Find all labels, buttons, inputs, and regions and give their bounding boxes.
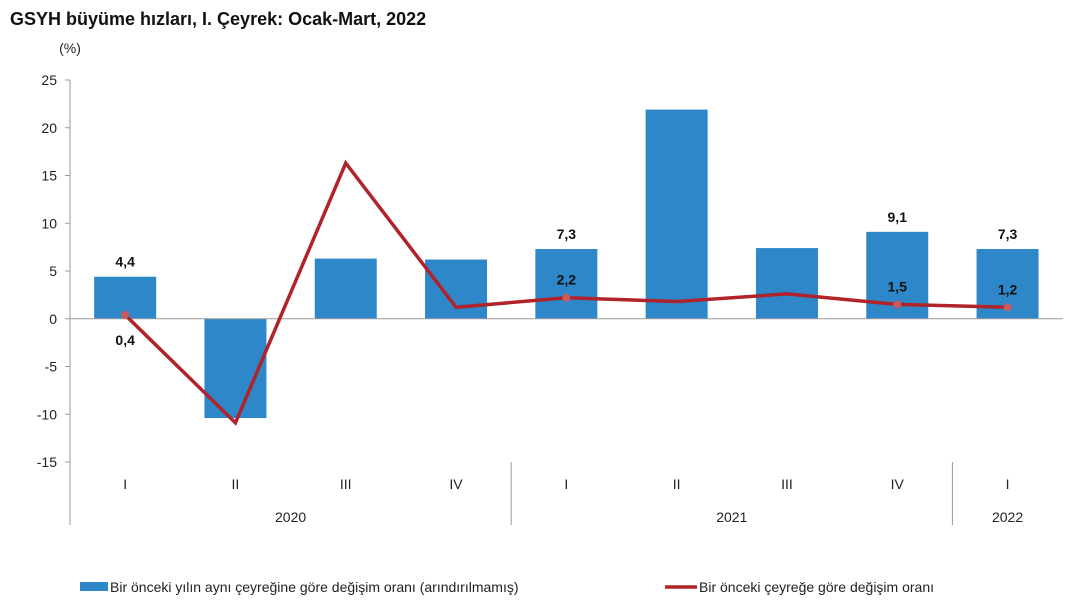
- x-category-label: II: [232, 476, 240, 492]
- bar: [425, 259, 488, 319]
- x-category-label: III: [781, 476, 793, 492]
- y-tick-label: 5: [49, 263, 57, 279]
- x-category-label: III: [340, 476, 352, 492]
- bar: [645, 109, 708, 319]
- y-tick-label: 15: [41, 168, 57, 184]
- y-tick-label: -5: [45, 359, 58, 375]
- line-data-label: 1,2: [998, 281, 1018, 297]
- line-data-label: 2,2: [557, 272, 577, 288]
- line-data-label: 0,4: [115, 332, 135, 348]
- y-tick-label: 0: [49, 311, 57, 327]
- y-tick-label: 25: [41, 72, 57, 88]
- bar-data-label: 7,3: [557, 226, 577, 242]
- bar: [755, 248, 818, 319]
- y-axis-unit: (%): [59, 40, 81, 56]
- legend-line-label: Bir önceki çeyreğe göre değişim oranı: [699, 579, 934, 595]
- chart-title: GSYH büyüme hızları, I. Çeyrek: Ocak-Mar…: [10, 9, 427, 29]
- bar-data-label: 4,4: [115, 254, 135, 270]
- legend-bar-swatch: [80, 582, 108, 591]
- bar: [314, 258, 377, 319]
- y-tick-label: 10: [41, 215, 57, 231]
- x-category-label: II: [673, 476, 681, 492]
- bar-data-label: 9,1: [888, 209, 908, 225]
- line-marker: [1003, 303, 1012, 312]
- bar-data-label: 7,3: [998, 226, 1018, 242]
- line-data-label: 1,5: [888, 278, 908, 294]
- x-category-label: I: [1006, 476, 1010, 492]
- y-tick-label: 20: [41, 120, 57, 136]
- y-tick-label: -10: [37, 406, 57, 422]
- x-category-label: I: [123, 476, 127, 492]
- bar: [535, 249, 598, 319]
- line-marker: [893, 300, 902, 309]
- x-year-label: 2021: [716, 509, 747, 525]
- x-year-label: 2022: [992, 509, 1023, 525]
- x-category-label: IV: [449, 476, 463, 492]
- legend-bar-label: Bir önceki yılın aynı çeyreğine göre değ…: [110, 579, 519, 595]
- line-marker: [121, 310, 130, 319]
- line-marker: [562, 293, 571, 302]
- x-year-label: 2020: [275, 509, 306, 525]
- x-category-label: IV: [891, 476, 905, 492]
- x-category-label: I: [564, 476, 568, 492]
- y-tick-label: -15: [37, 454, 57, 470]
